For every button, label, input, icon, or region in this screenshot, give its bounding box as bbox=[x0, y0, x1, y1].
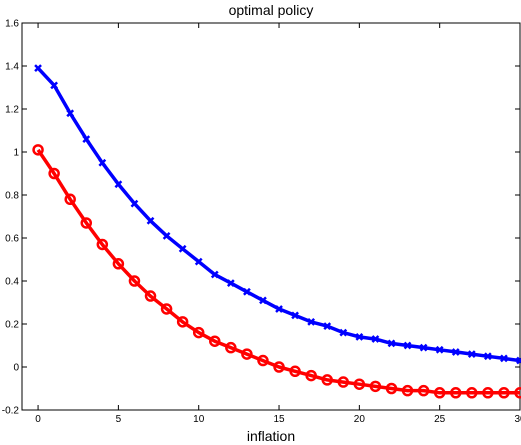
x-tick-label: 20 bbox=[354, 414, 366, 425]
data-point bbox=[403, 341, 412, 350]
data-point bbox=[80, 217, 93, 229]
data-point bbox=[96, 238, 109, 251]
x-tick-label: 30 bbox=[514, 414, 521, 425]
data-point bbox=[355, 333, 364, 341]
data-point bbox=[514, 387, 521, 399]
x-tick-label: 5 bbox=[116, 414, 122, 425]
data-point bbox=[289, 365, 301, 378]
data-point bbox=[192, 326, 205, 339]
data-point bbox=[323, 322, 332, 331]
data-point bbox=[128, 275, 141, 287]
data-point bbox=[353, 378, 366, 390]
data-point bbox=[419, 343, 428, 352]
data-point bbox=[275, 305, 283, 313]
data-point bbox=[339, 328, 348, 337]
data-point bbox=[417, 384, 430, 397]
data-point bbox=[482, 387, 494, 399]
axis-ticks: 0 5 10 15 20 25 30 -0.2 0 0.2 0.4 0.6 0.8 1 1.2 1.4 1.6 bbox=[2, 19, 521, 426]
x-tick-label: 0 bbox=[35, 414, 41, 425]
data-point bbox=[225, 341, 237, 354]
y-tick-label: 1 bbox=[13, 148, 19, 159]
y-tick-label: 0.6 bbox=[5, 234, 19, 245]
data-point bbox=[130, 199, 139, 208]
data-point bbox=[305, 369, 317, 382]
y-tick-label: 1.2 bbox=[5, 105, 19, 116]
x-tick-label: 10 bbox=[193, 414, 205, 425]
data-point bbox=[144, 290, 157, 302]
data-point bbox=[34, 64, 42, 73]
data-point bbox=[162, 231, 171, 240]
y-tick-label: -0.2 bbox=[2, 406, 20, 417]
data-point bbox=[176, 316, 189, 328]
y-tick-label: 1.6 bbox=[5, 19, 19, 30]
data-point bbox=[50, 81, 59, 90]
data-point bbox=[500, 354, 508, 363]
data-point bbox=[194, 257, 203, 266]
data-point bbox=[178, 244, 187, 253]
data-point bbox=[467, 350, 476, 358]
y-tick-label: 0.2 bbox=[5, 320, 19, 331]
data-point bbox=[369, 380, 382, 393]
data-point bbox=[291, 311, 299, 320]
data-point bbox=[241, 348, 253, 360]
data-point bbox=[64, 193, 76, 206]
data-point bbox=[210, 270, 219, 279]
data-point bbox=[114, 180, 123, 189]
series-1 bbox=[34, 64, 521, 365]
data-point bbox=[112, 258, 125, 270]
data-point bbox=[66, 109, 75, 118]
chart-title: optimal policy bbox=[229, 2, 314, 18]
data-point bbox=[243, 287, 251, 296]
data-point bbox=[371, 335, 380, 343]
data-point bbox=[98, 158, 107, 167]
data-point bbox=[307, 317, 316, 326]
data-point bbox=[257, 354, 269, 367]
series-line bbox=[36, 148, 520, 395]
data-point bbox=[160, 303, 173, 315]
data-point bbox=[48, 167, 60, 180]
data-point bbox=[82, 135, 91, 143]
data-point bbox=[259, 296, 267, 305]
data-point bbox=[226, 279, 235, 288]
plot-area bbox=[21, 22, 521, 411]
data-point bbox=[516, 356, 521, 365]
y-tick-label: 1.4 bbox=[5, 62, 19, 73]
data-point bbox=[387, 339, 396, 348]
data-point bbox=[449, 387, 462, 399]
data-point bbox=[209, 335, 221, 347]
x-axis-label: inflation bbox=[247, 428, 295, 444]
data-point bbox=[498, 387, 510, 399]
data-point bbox=[451, 348, 460, 356]
data-point bbox=[483, 352, 492, 361]
data-point bbox=[337, 376, 350, 388]
x-tick-label: 15 bbox=[273, 414, 285, 425]
series-layer bbox=[32, 64, 521, 399]
data-point bbox=[435, 345, 444, 354]
data-point bbox=[32, 144, 44, 156]
data-point bbox=[273, 361, 285, 373]
x-tick-label: 25 bbox=[434, 414, 446, 425]
y-tick-label: 0 bbox=[13, 363, 19, 374]
series-2 bbox=[32, 144, 521, 399]
data-point bbox=[433, 387, 446, 399]
data-point bbox=[321, 374, 333, 386]
data-point bbox=[466, 387, 478, 399]
data-point bbox=[401, 384, 414, 397]
y-tick-label: 0.8 bbox=[5, 191, 19, 202]
y-tick-label: 0.4 bbox=[5, 277, 19, 288]
data-point bbox=[385, 382, 398, 395]
data-point bbox=[146, 216, 155, 225]
